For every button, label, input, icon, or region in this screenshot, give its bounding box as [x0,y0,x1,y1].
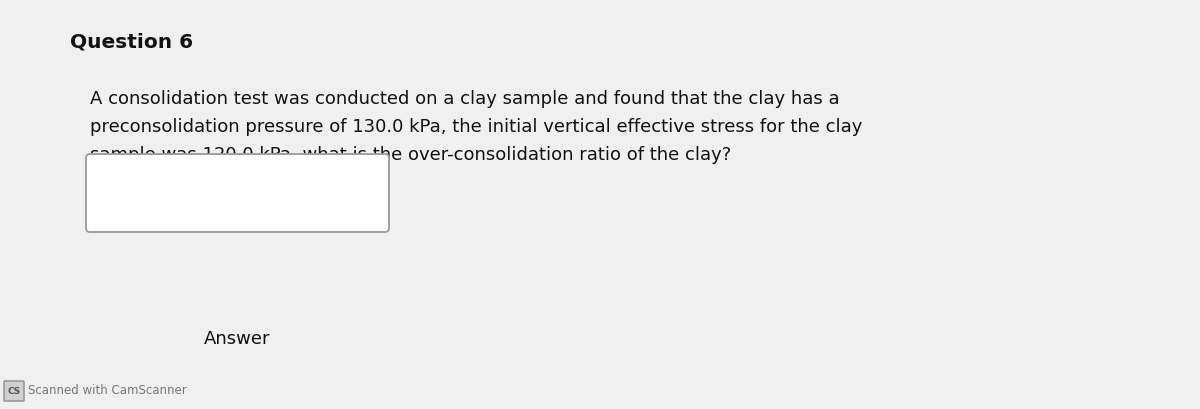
FancyBboxPatch shape [4,381,24,401]
Text: CS: CS [7,387,20,396]
Text: Question 6: Question 6 [70,32,193,51]
FancyBboxPatch shape [86,154,389,232]
Text: Answer: Answer [204,330,271,348]
Text: sample was 120.0 kPa, what is the over-consolidation ratio of the clay?: sample was 120.0 kPa, what is the over-c… [90,146,731,164]
Text: preconsolidation pressure of 130.0 kPa, the initial vertical effective stress fo: preconsolidation pressure of 130.0 kPa, … [90,118,863,136]
Text: Your Answer:: Your Answer: [90,198,206,216]
Text: Scanned with CamScanner: Scanned with CamScanner [28,384,187,398]
Text: A consolidation test was conducted on a clay sample and found that the clay has : A consolidation test was conducted on a … [90,90,840,108]
